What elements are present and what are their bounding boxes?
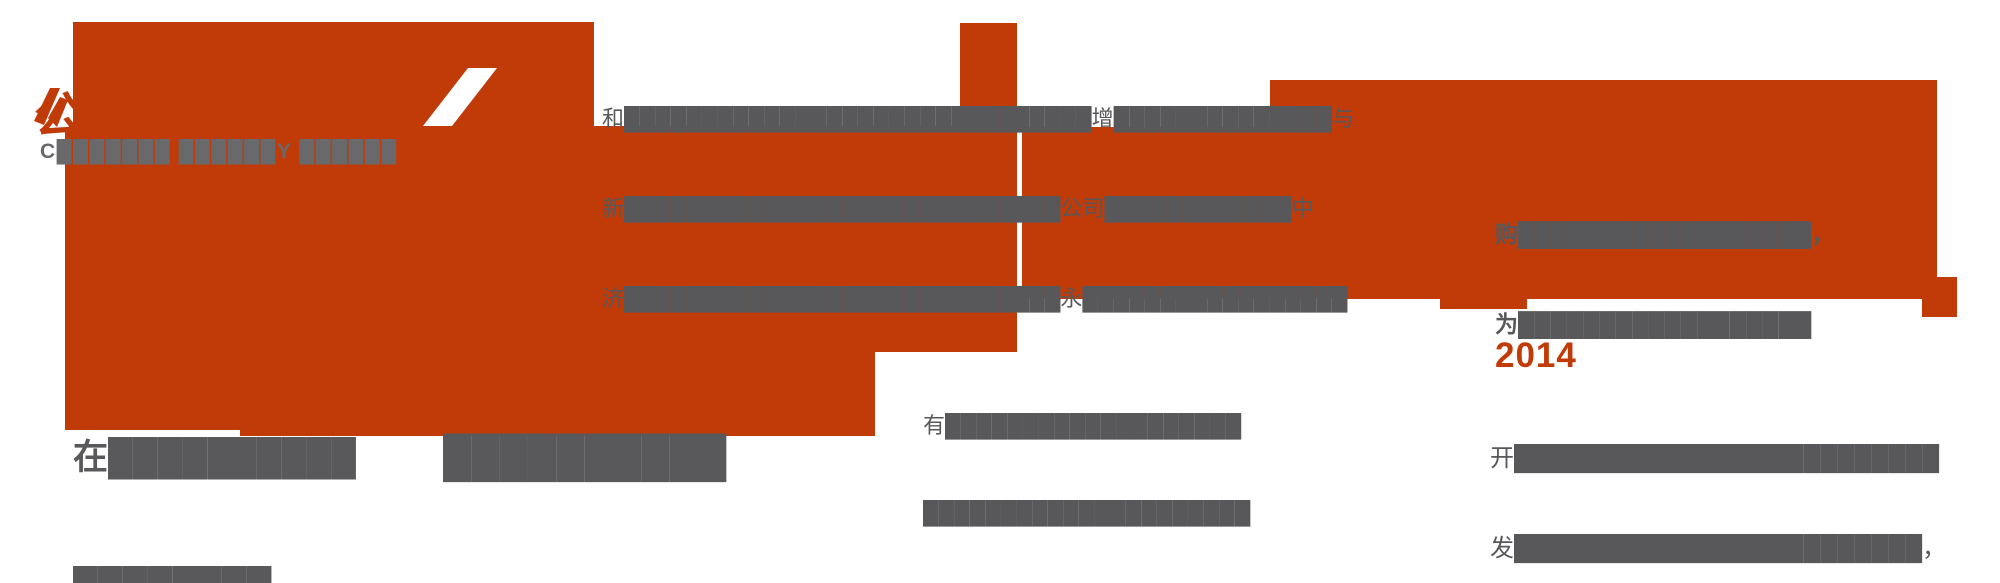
- timeline-year-description-line: 开█████████████████████████: [1490, 445, 1940, 472]
- giant-glyph-slash-notch: [423, 68, 497, 126]
- right-note-line: 购██████████████████，: [1495, 221, 1835, 247]
- gong-character-stroke-right: [48, 97, 68, 127]
- giant-glyph-blob-right: [1022, 80, 1937, 309]
- milestone-paragraph-middle-line: 有███████████████████: [923, 413, 1242, 438]
- milestone-heading-middle: ██████████ ████: [443, 332, 726, 583]
- milestone-paragraph-middle-line: █████████████████████: [923, 500, 1251, 525]
- milestone-heading-left-line: 在██████████: [73, 438, 356, 477]
- milestone-heading-middle-line: ██████████: [443, 435, 727, 479]
- milestone-heading-left-line: ████████: [73, 565, 356, 583]
- timeline-year-label: 2014: [1495, 336, 1577, 375]
- intro-paragraph-line: 济████████████████████████████永██████████…: [602, 286, 1348, 311]
- intro-paragraph-line: 和██████████████████████████████增████████…: [602, 106, 1354, 131]
- right-note-on-orange: 购██████████████████， 为██████████████████: [1495, 159, 1834, 399]
- right-note-line: 为██████████████████: [1495, 311, 1812, 337]
- page-subtitle-english: C███████ ██████Y ██████: [40, 140, 398, 163]
- milestone-paragraph-middle: 有███████████████████ ███████████████████…: [923, 353, 1250, 583]
- timeline-year-description-line: 发████████████████████████，: [1490, 535, 1947, 562]
- giant-glyph-blob-left: [65, 22, 1017, 436]
- milestone-heading-left: 在██████████ ████████: [73, 350, 356, 583]
- intro-paragraph: 和██████████████████████████████增████████…: [602, 44, 1354, 374]
- gong-character-stroke-left: [34, 88, 60, 125]
- timeline-year-description: 开█████████████████████████ 发████████████…: [1490, 384, 1946, 583]
- giant-comma-tail: [1922, 277, 1957, 317]
- intro-paragraph-line: 新████████████████████████████公司█████████…: [602, 196, 1314, 221]
